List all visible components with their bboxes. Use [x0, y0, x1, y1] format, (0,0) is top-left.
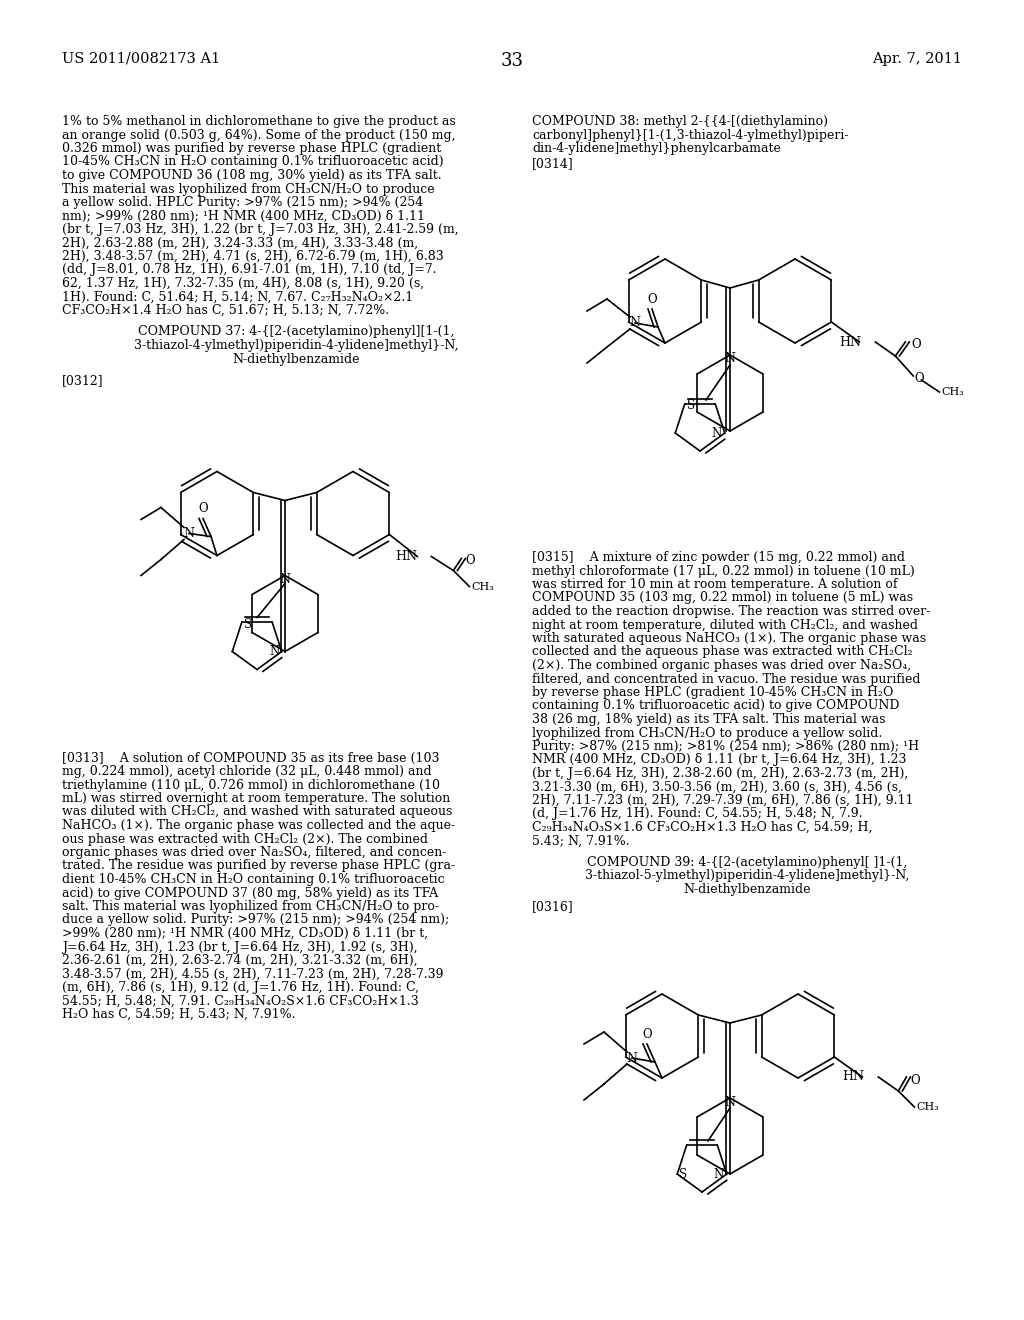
Text: containing 0.1% trifluoroacetic acid) to give COMPOUND: containing 0.1% trifluoroacetic acid) to…	[532, 700, 899, 713]
Text: N: N	[183, 527, 195, 540]
Text: duce a yellow solid. Purity: >97% (215 nm); >94% (254 nm);: duce a yellow solid. Purity: >97% (215 n…	[62, 913, 450, 927]
Text: lyophilized from CH₃CN/H₂O to produce a yellow solid.: lyophilized from CH₃CN/H₂O to produce a …	[532, 726, 883, 739]
Text: [0315]    A mixture of zinc powder (15 mg, 0.22 mmol) and: [0315] A mixture of zinc powder (15 mg, …	[532, 550, 905, 564]
Text: mg, 0.224 mmol), acetyl chloride (32 μL, 0.448 mmol) and: mg, 0.224 mmol), acetyl chloride (32 μL,…	[62, 766, 432, 777]
Text: acid) to give COMPOUND 37 (80 mg, 58% yield) as its TFA: acid) to give COMPOUND 37 (80 mg, 58% yi…	[62, 887, 438, 899]
Text: N: N	[725, 1096, 735, 1109]
Text: was diluted with CH₂Cl₂, and washed with saturated aqueous: was diluted with CH₂Cl₂, and washed with…	[62, 805, 453, 818]
Text: HN: HN	[395, 550, 418, 564]
Text: N: N	[280, 573, 291, 586]
Text: 3.48-3.57 (m, 2H), 4.55 (s, 2H), 7.11-7.23 (m, 2H), 7.28-7.39: 3.48-3.57 (m, 2H), 4.55 (s, 2H), 7.11-7.…	[62, 968, 443, 981]
Text: HN: HN	[843, 1071, 864, 1084]
Text: (d, J=1.76 Hz, 1H). Found: C, 54.55; H, 5.48; N, 7.9.: (d, J=1.76 Hz, 1H). Found: C, 54.55; H, …	[532, 808, 862, 821]
Text: 3-thiazol-4-ylmethyl)piperidin-4-ylidene]methyl}-N,: 3-thiazol-4-ylmethyl)piperidin-4-ylidene…	[134, 339, 459, 352]
Text: organic phases was dried over Na₂SO₄, filtered, and concen-: organic phases was dried over Na₂SO₄, fi…	[62, 846, 446, 859]
Text: (m, 6H), 7.86 (s, 1H), 9.12 (d, J=1.76 Hz, 1H). Found: C,: (m, 6H), 7.86 (s, 1H), 9.12 (d, J=1.76 H…	[62, 981, 419, 994]
Text: dient 10-45% CH₃CN in H₂O containing 0.1% trifluoroacetic: dient 10-45% CH₃CN in H₂O containing 0.1…	[62, 873, 444, 886]
Text: CF₃CO₂H×1.4 H₂O has C, 51.67; H, 5.13; N, 7.72%.: CF₃CO₂H×1.4 H₂O has C, 51.67; H, 5.13; N…	[62, 304, 389, 317]
Text: triethylamine (110 μL, 0.726 mmol) in dichloromethane (10: triethylamine (110 μL, 0.726 mmol) in di…	[62, 779, 440, 792]
Text: mL) was stirred overnight at room temperature. The solution: mL) was stirred overnight at room temper…	[62, 792, 451, 805]
Text: S: S	[687, 400, 695, 412]
Text: CH₃: CH₃	[916, 1102, 939, 1111]
Text: was stirred for 10 min at room temperature. A solution of: was stirred for 10 min at room temperatu…	[532, 578, 897, 591]
Text: CH₃: CH₃	[941, 387, 965, 397]
Text: O: O	[647, 293, 656, 306]
Text: COMPOUND 39: 4-{[2-(acetylamino)phenyl[ ]1-(1,: COMPOUND 39: 4-{[2-(acetylamino)phenyl[ …	[587, 855, 907, 869]
Text: N: N	[714, 1167, 724, 1180]
Text: HN: HN	[840, 335, 861, 348]
Text: COMPOUND 35 (103 mg, 0.22 mmol) in toluene (5 mL) was: COMPOUND 35 (103 mg, 0.22 mmol) in tolue…	[532, 591, 913, 605]
Text: 2H), 2.63-2.88 (m, 2H), 3.24-3.33 (m, 4H), 3.33-3.48 (m,: 2H), 2.63-2.88 (m, 2H), 3.24-3.33 (m, 4H…	[62, 236, 418, 249]
Text: din-4-ylidene]methyl}phenylcarbamate: din-4-ylidene]methyl}phenylcarbamate	[532, 143, 781, 154]
Text: Apr. 7, 2011: Apr. 7, 2011	[872, 51, 962, 66]
Text: N-diethylbenzamide: N-diethylbenzamide	[683, 883, 811, 896]
Text: an orange solid (0.503 g, 64%). Some of the product (150 mg,: an orange solid (0.503 g, 64%). Some of …	[62, 128, 456, 141]
Text: 62, 1.37 Hz, 1H), 7.32-7.35 (m, 4H), 8.08 (s, 1H), 9.20 (s,: 62, 1.37 Hz, 1H), 7.32-7.35 (m, 4H), 8.0…	[62, 277, 424, 290]
Text: O: O	[642, 1028, 652, 1041]
Text: J=6.64 Hz, 3H), 1.23 (br t, J=6.64 Hz, 3H), 1.92 (s, 3H),: J=6.64 Hz, 3H), 1.23 (br t, J=6.64 Hz, 3…	[62, 940, 418, 953]
Text: 1H). Found: C, 51.64; H, 5.14; N, 7.67. C₂₇H₃₂N₄O₂×2.1: 1H). Found: C, 51.64; H, 5.14; N, 7.67. …	[62, 290, 414, 304]
Text: O: O	[911, 338, 921, 351]
Text: 2.36-2.61 (m, 2H), 2.63-2.74 (m, 2H), 3.21-3.32 (m, 6H),: 2.36-2.61 (m, 2H), 2.63-2.74 (m, 2H), 3.…	[62, 954, 418, 968]
Text: 5.43; N, 7.91%.: 5.43; N, 7.91%.	[532, 834, 630, 847]
Text: H₂O has C, 54.59; H, 5.43; N, 7.91%.: H₂O has C, 54.59; H, 5.43; N, 7.91%.	[62, 1008, 296, 1020]
Text: 54.55; H, 5.48; N, 7.91. C₂₉H₃₄N₄O₂S×1.6 CF₃CO₂H×1.3: 54.55; H, 5.48; N, 7.91. C₂₉H₃₄N₄O₂S×1.6…	[62, 994, 419, 1007]
Text: (dd, J=8.01, 0.78 Hz, 1H), 6.91-7.01 (m, 1H), 7.10 (td, J=7.: (dd, J=8.01, 0.78 Hz, 1H), 6.91-7.01 (m,…	[62, 264, 436, 276]
Text: S: S	[679, 1167, 687, 1180]
Text: 3-thiazol-5-ylmethyl)piperidin-4-ylidene]methyl}-N,: 3-thiazol-5-ylmethyl)piperidin-4-ylidene…	[585, 870, 909, 883]
Text: COMPOUND 38: methyl 2-{{4-[(diethylamino): COMPOUND 38: methyl 2-{{4-[(diethylamino…	[532, 115, 828, 128]
Text: to give COMPOUND 36 (108 mg, 30% yield) as its TFA salt.: to give COMPOUND 36 (108 mg, 30% yield) …	[62, 169, 441, 182]
Text: [0313]    A solution of COMPOUND 35 as its free base (103: [0313] A solution of COMPOUND 35 as its …	[62, 751, 439, 764]
Text: with saturated aqueous NaHCO₃ (1×). The organic phase was: with saturated aqueous NaHCO₃ (1×). The …	[532, 632, 926, 645]
Text: 10-45% CH₃CN in H₂O containing 0.1% trifluoroacetic acid): 10-45% CH₃CN in H₂O containing 0.1% trif…	[62, 156, 443, 169]
Text: N: N	[712, 426, 722, 440]
Text: salt. This material was lyophilized from CH₃CN/H₂O to pro-: salt. This material was lyophilized from…	[62, 900, 439, 913]
Text: N: N	[269, 645, 280, 659]
Text: N-diethylbenzamide: N-diethylbenzamide	[232, 352, 359, 366]
Text: added to the reaction dropwise. The reaction was stirred over-: added to the reaction dropwise. The reac…	[532, 605, 931, 618]
Text: (br t, J=7.03 Hz, 3H), 1.22 (br t, J=7.03 Hz, 3H), 2.41-2.59 (m,: (br t, J=7.03 Hz, 3H), 1.22 (br t, J=7.0…	[62, 223, 459, 236]
Text: trated. The residue was purified by reverse phase HPLC (gra-: trated. The residue was purified by reve…	[62, 859, 455, 873]
Text: S: S	[244, 618, 252, 631]
Text: N: N	[627, 1052, 638, 1064]
Text: (2×). The combined organic phases was dried over Na₂SO₄,: (2×). The combined organic phases was dr…	[532, 659, 911, 672]
Text: CH₃: CH₃	[471, 582, 495, 591]
Text: This material was lyophilized from CH₃CN/H₂O to produce: This material was lyophilized from CH₃CN…	[62, 182, 434, 195]
Text: a yellow solid. HPLC Purity: >97% (215 nm); >94% (254: a yellow solid. HPLC Purity: >97% (215 n…	[62, 195, 423, 209]
Text: 33: 33	[501, 51, 523, 70]
Text: 0.326 mmol) was purified by reverse phase HPLC (gradient: 0.326 mmol) was purified by reverse phas…	[62, 143, 441, 154]
Text: by reverse phase HPLC (gradient 10-45% CH₃CN in H₂O: by reverse phase HPLC (gradient 10-45% C…	[532, 686, 893, 700]
Text: >99% (280 nm); ¹H NMR (400 MHz, CD₃OD) δ 1.11 (br t,: >99% (280 nm); ¹H NMR (400 MHz, CD₃OD) δ…	[62, 927, 428, 940]
Text: NaHCO₃ (1×). The organic phase was collected and the aque-: NaHCO₃ (1×). The organic phase was colle…	[62, 818, 455, 832]
Text: night at room temperature, diluted with CH₂Cl₂, and washed: night at room temperature, diluted with …	[532, 619, 918, 631]
Text: 1% to 5% methanol in dichloromethane to give the product as: 1% to 5% methanol in dichloromethane to …	[62, 115, 456, 128]
Text: [0316]: [0316]	[532, 900, 573, 913]
Text: N: N	[630, 317, 640, 330]
Text: carbonyl]phenyl}[1-(1,3-thiazol-4-ylmethyl)piperi-: carbonyl]phenyl}[1-(1,3-thiazol-4-ylmeth…	[532, 128, 849, 141]
Text: NMR (400 MHz, CD₃OD) δ 1.11 (br t, J=6.64 Hz, 3H), 1.23: NMR (400 MHz, CD₃OD) δ 1.11 (br t, J=6.6…	[532, 754, 906, 767]
Text: 2H), 7.11-7.23 (m, 2H), 7.29-7.39 (m, 6H), 7.86 (s, 1H), 9.11: 2H), 7.11-7.23 (m, 2H), 7.29-7.39 (m, 6H…	[532, 795, 913, 807]
Text: ous phase was extracted with CH₂Cl₂ (2×). The combined: ous phase was extracted with CH₂Cl₂ (2×)…	[62, 833, 428, 846]
Text: filtered, and concentrated in vacuo. The residue was purified: filtered, and concentrated in vacuo. The…	[532, 672, 921, 685]
Text: N: N	[725, 352, 735, 366]
Text: methyl chloroformate (17 μL, 0.22 mmol) in toluene (10 mL): methyl chloroformate (17 μL, 0.22 mmol) …	[532, 565, 914, 578]
Text: 38 (26 mg, 18% yield) as its TFA salt. This material was: 38 (26 mg, 18% yield) as its TFA salt. T…	[532, 713, 886, 726]
Text: collected and the aqueous phase was extracted with CH₂Cl₂: collected and the aqueous phase was extr…	[532, 645, 912, 659]
Text: COMPOUND 37: 4-{[2-(acetylamino)phenyl][1-(1,: COMPOUND 37: 4-{[2-(acetylamino)phenyl][…	[138, 326, 455, 338]
Text: (br t, J=6.64 Hz, 3H), 2.38-2.60 (m, 2H), 2.63-2.73 (m, 2H),: (br t, J=6.64 Hz, 3H), 2.38-2.60 (m, 2H)…	[532, 767, 908, 780]
Text: O: O	[910, 1074, 920, 1088]
Text: Purity: >87% (215 nm); >81% (254 nm); >86% (280 nm); ¹H: Purity: >87% (215 nm); >81% (254 nm); >8…	[532, 741, 920, 752]
Text: 3.21-3.30 (m, 6H), 3.50-3.56 (m, 2H), 3.60 (s, 3H), 4.56 (s,: 3.21-3.30 (m, 6H), 3.50-3.56 (m, 2H), 3.…	[532, 780, 902, 793]
Text: C₂₉H₃₄N₄O₃S×1.6 CF₃CO₂H×1.3 H₂O has C, 54.59; H,: C₂₉H₃₄N₄O₃S×1.6 CF₃CO₂H×1.3 H₂O has C, 5…	[532, 821, 872, 834]
Text: [0314]: [0314]	[532, 157, 573, 170]
Text: O: O	[465, 554, 475, 568]
Text: 2H), 3.48-3.57 (m, 2H), 4.71 (s, 2H), 6.72-6.79 (m, 1H), 6.83: 2H), 3.48-3.57 (m, 2H), 4.71 (s, 2H), 6.…	[62, 249, 443, 263]
Text: US 2011/0082173 A1: US 2011/0082173 A1	[62, 51, 220, 66]
Text: O: O	[199, 502, 208, 515]
Text: [0312]: [0312]	[62, 374, 103, 387]
Text: O: O	[914, 371, 924, 384]
Text: nm); >99% (280 nm); ¹H NMR (400 MHz, CD₃OD) δ 1.11: nm); >99% (280 nm); ¹H NMR (400 MHz, CD₃…	[62, 210, 425, 223]
